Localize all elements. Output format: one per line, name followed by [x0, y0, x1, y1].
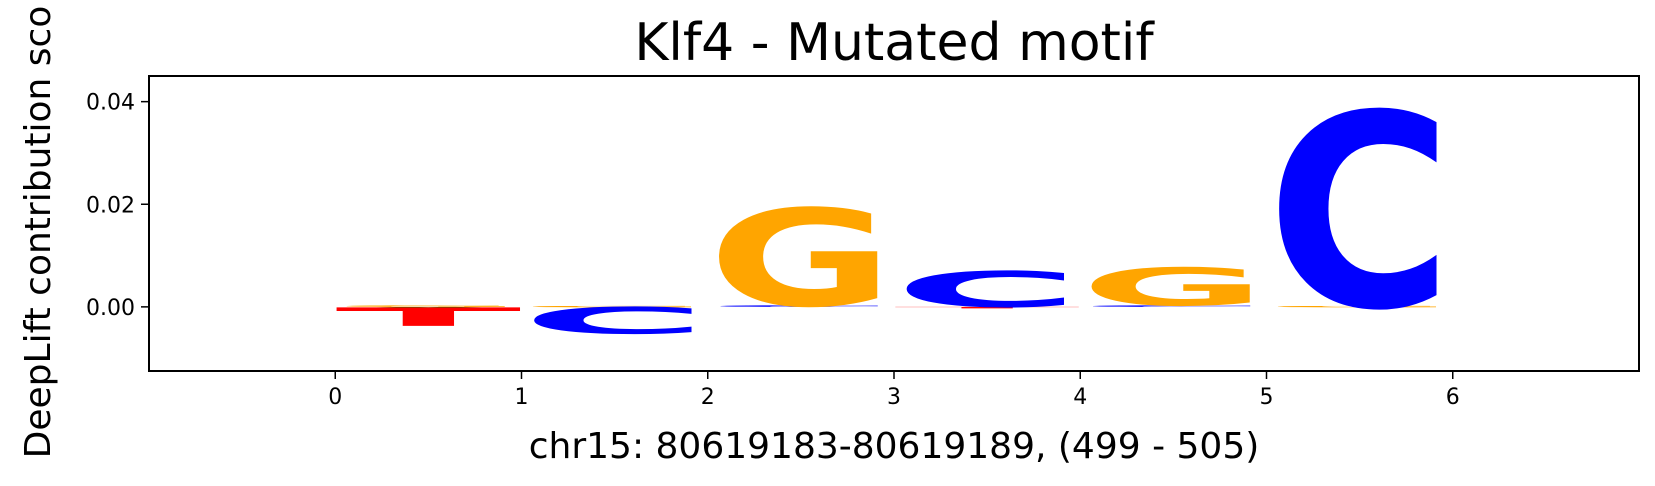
y-axis-label: DeepLift contribution sco [18, 6, 59, 459]
y-tick-label: 0.02 [86, 193, 135, 218]
logo-letter-g: G [335, 305, 521, 307]
x-tick-label: 3 [887, 385, 901, 410]
y-tick-label: 0.00 [86, 296, 135, 321]
logo-letter-c: C [522, 300, 708, 343]
logo-letter-c: C [894, 261, 1080, 318]
chart-title: Klf4 - Mutated motif [634, 13, 1155, 73]
logo-letter-c: C [1267, 59, 1453, 370]
x-tick-label: 1 [515, 385, 529, 410]
x-tick-label: 0 [328, 385, 342, 410]
logo-letter-c: C [1080, 305, 1266, 307]
x-tick-label: 4 [1073, 385, 1087, 410]
logo-letter-a: A [335, 306, 521, 308]
logo-letter-g: G [1267, 305, 1453, 307]
x-tick-label: 5 [1260, 385, 1274, 410]
logo-letter-c: C [708, 305, 894, 307]
plot-area: AGT GC CG TC CG GC [335, 59, 1453, 370]
logo-letter-g: G [708, 181, 894, 337]
x-axis-label: chr15: 80619183-80619189, (499 - 505) [529, 426, 1260, 467]
logo-letter-t: T [335, 302, 521, 331]
logo-letter-t: T [894, 306, 1080, 308]
x-tick-label: 2 [701, 385, 715, 410]
x-axis: 0 1 2 3 4 5 6 [328, 371, 1460, 410]
y-axis: 0.00 0.02 0.04 [86, 91, 149, 321]
logo-letter-g: G [522, 305, 708, 307]
x-tick-label: 6 [1446, 385, 1460, 410]
y-tick-label: 0.04 [86, 91, 135, 116]
logo-letter-g: G [1080, 257, 1266, 318]
